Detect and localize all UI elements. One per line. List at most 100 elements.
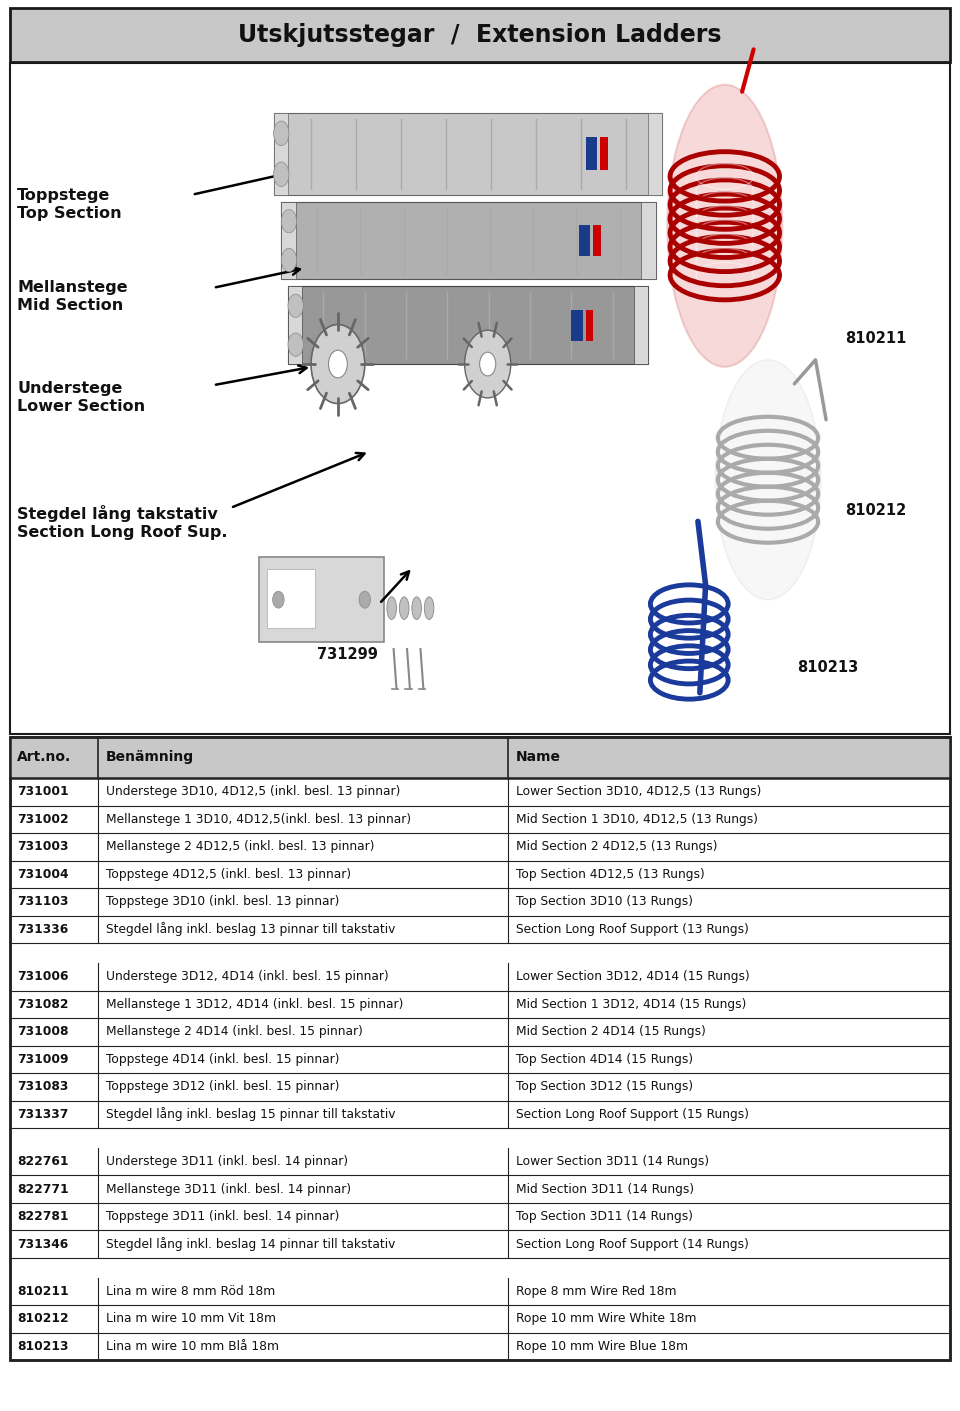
Text: 731006: 731006 [17, 971, 69, 983]
Text: 822761: 822761 [17, 1156, 69, 1168]
Text: Rope 10 mm Wire Blue 18m: Rope 10 mm Wire Blue 18m [516, 1340, 688, 1353]
Text: Lina m wire 10 mm Blå 18m: Lina m wire 10 mm Blå 18m [106, 1340, 278, 1353]
Text: Mellanstege
Mid Section: Mellanstege Mid Section [17, 279, 128, 313]
FancyBboxPatch shape [648, 113, 662, 195]
FancyBboxPatch shape [288, 286, 302, 364]
Text: Top Section 3D12 (15 Rungs): Top Section 3D12 (15 Rungs) [516, 1081, 693, 1094]
Text: 731103: 731103 [17, 896, 69, 909]
FancyBboxPatch shape [10, 737, 950, 1360]
Ellipse shape [387, 597, 396, 619]
Ellipse shape [412, 597, 421, 619]
Text: Mid Section 3D11 (14 Rungs): Mid Section 3D11 (14 Rungs) [516, 1182, 694, 1195]
Text: 731008: 731008 [17, 1026, 69, 1038]
Text: Top Section 4D12,5 (13 Rungs): Top Section 4D12,5 (13 Rungs) [516, 868, 705, 880]
FancyBboxPatch shape [281, 202, 296, 279]
FancyBboxPatch shape [586, 310, 593, 340]
FancyBboxPatch shape [641, 202, 656, 279]
Text: Section Long Roof Support (14 Rungs): Section Long Roof Support (14 Rungs) [516, 1237, 749, 1250]
Text: Lower Section 3D11 (14 Rungs): Lower Section 3D11 (14 Rungs) [516, 1156, 709, 1168]
FancyBboxPatch shape [579, 224, 590, 257]
FancyBboxPatch shape [634, 286, 648, 364]
Ellipse shape [424, 597, 434, 619]
FancyBboxPatch shape [571, 310, 583, 340]
Text: Mellanstege 2 4D12,5 (inkl. besl. 13 pinnar): Mellanstege 2 4D12,5 (inkl. besl. 13 pin… [106, 841, 374, 854]
Text: Mid Section 1 3D10, 4D12,5 (13 Rungs): Mid Section 1 3D10, 4D12,5 (13 Rungs) [516, 813, 757, 825]
Text: Lower Section 3D10, 4D12,5 (13 Rungs): Lower Section 3D10, 4D12,5 (13 Rungs) [516, 786, 761, 799]
Circle shape [273, 591, 284, 608]
Text: Mid Section 1 3D12, 4D14 (15 Rungs): Mid Section 1 3D12, 4D14 (15 Rungs) [516, 998, 746, 1010]
Text: Toppstege 4D14 (inkl. besl. 15 pinnar): Toppstege 4D14 (inkl. besl. 15 pinnar) [106, 1053, 339, 1065]
Ellipse shape [274, 121, 289, 145]
FancyBboxPatch shape [274, 113, 288, 195]
Text: Rope 10 mm Wire White 18m: Rope 10 mm Wire White 18m [516, 1312, 696, 1325]
Text: Toppstege 4D12,5 (inkl. besl. 13 pinnar): Toppstege 4D12,5 (inkl. besl. 13 pinnar) [106, 868, 350, 880]
Ellipse shape [281, 209, 297, 233]
Text: 810211: 810211 [17, 1285, 69, 1298]
Text: Stegdel lång inkl. beslag 13 pinnar till takstativ: Stegdel lång inkl. beslag 13 pinnar till… [106, 923, 396, 937]
Text: 810212: 810212 [17, 1312, 69, 1325]
Text: 731003: 731003 [17, 841, 69, 854]
FancyBboxPatch shape [586, 137, 597, 171]
Ellipse shape [288, 333, 303, 356]
Text: Mid Section 2 4D14 (15 Rungs): Mid Section 2 4D14 (15 Rungs) [516, 1026, 706, 1038]
Circle shape [311, 325, 365, 404]
Text: Understege 3D10, 4D12,5 (inkl. besl. 13 pinnar): Understege 3D10, 4D12,5 (inkl. besl. 13 … [106, 786, 400, 799]
Text: Toppstege 3D10 (inkl. besl. 13 pinnar): Toppstege 3D10 (inkl. besl. 13 pinnar) [106, 896, 339, 909]
Text: 810213: 810213 [797, 660, 858, 674]
Text: 731337: 731337 [17, 1108, 69, 1120]
Text: Lina m wire 10 mm Vit 18m: Lina m wire 10 mm Vit 18m [106, 1312, 276, 1325]
FancyBboxPatch shape [281, 202, 656, 279]
FancyBboxPatch shape [593, 224, 601, 257]
Text: Stegdel lång inkl. beslag 14 pinnar till takstativ: Stegdel lång inkl. beslag 14 pinnar till… [106, 1237, 396, 1252]
Text: Lower Section 3D12, 4D14 (15 Rungs): Lower Section 3D12, 4D14 (15 Rungs) [516, 971, 750, 983]
Ellipse shape [274, 162, 289, 186]
Text: Rope 8 mm Wire Red 18m: Rope 8 mm Wire Red 18m [516, 1285, 677, 1298]
Ellipse shape [281, 248, 297, 271]
FancyBboxPatch shape [10, 737, 950, 779]
Text: 731346: 731346 [17, 1237, 68, 1250]
Text: Mellanstege 1 3D10, 4D12,5(inkl. besl. 13 pinnar): Mellanstege 1 3D10, 4D12,5(inkl. besl. 1… [106, 813, 411, 825]
FancyBboxPatch shape [267, 569, 315, 628]
Text: Lina m wire 8 mm Röd 18m: Lina m wire 8 mm Röd 18m [106, 1285, 275, 1298]
FancyBboxPatch shape [10, 8, 950, 62]
Circle shape [328, 350, 348, 378]
FancyBboxPatch shape [10, 63, 950, 734]
Text: Art.no.: Art.no. [17, 751, 72, 765]
Text: 731002: 731002 [17, 813, 69, 825]
Text: 731336: 731336 [17, 923, 68, 935]
Text: 731009: 731009 [17, 1053, 69, 1065]
Circle shape [480, 353, 495, 375]
Text: Section Long Roof Support (15 Rungs): Section Long Roof Support (15 Rungs) [516, 1108, 749, 1120]
Text: Name: Name [516, 751, 561, 765]
Ellipse shape [399, 597, 409, 619]
Text: Mellanstege 2 4D14 (inkl. besl. 15 pinnar): Mellanstege 2 4D14 (inkl. besl. 15 pinna… [106, 1026, 363, 1038]
FancyBboxPatch shape [274, 113, 662, 195]
FancyBboxPatch shape [288, 286, 648, 364]
Ellipse shape [667, 85, 782, 367]
Text: Mellanstege 3D11 (inkl. besl. 14 pinnar): Mellanstege 3D11 (inkl. besl. 14 pinnar) [106, 1182, 350, 1195]
Text: Benämning: Benämning [106, 751, 194, 765]
Text: Understege 3D12, 4D14 (inkl. besl. 15 pinnar): Understege 3D12, 4D14 (inkl. besl. 15 pi… [106, 971, 389, 983]
Text: 731001: 731001 [17, 786, 69, 799]
Text: 810211: 810211 [845, 332, 906, 346]
Text: Toppstege 3D12 (inkl. besl. 15 pinnar): Toppstege 3D12 (inkl. besl. 15 pinnar) [106, 1081, 339, 1094]
Text: Utskjutsstegar  /  Extension Ladders: Utskjutsstegar / Extension Ladders [238, 23, 722, 48]
Text: 731004: 731004 [17, 868, 69, 880]
Ellipse shape [715, 360, 821, 600]
Text: Stegdel lång takstativ
Section Long Roof Sup.: Stegdel lång takstativ Section Long Roof… [17, 505, 228, 539]
Text: Toppstege
Top Section: Toppstege Top Section [17, 188, 122, 222]
Text: Top Section 4D14 (15 Rungs): Top Section 4D14 (15 Rungs) [516, 1053, 693, 1065]
Text: Toppstege 3D11 (inkl. besl. 14 pinnar): Toppstege 3D11 (inkl. besl. 14 pinnar) [106, 1211, 339, 1223]
Text: Top Section 3D10 (13 Rungs): Top Section 3D10 (13 Rungs) [516, 896, 693, 909]
Text: 731082: 731082 [17, 998, 69, 1010]
Ellipse shape [288, 295, 303, 317]
FancyBboxPatch shape [600, 137, 608, 171]
Text: 731083: 731083 [17, 1081, 69, 1094]
Text: Mid Section 2 4D12,5 (13 Rungs): Mid Section 2 4D12,5 (13 Rungs) [516, 841, 717, 854]
Text: Section Long Roof Support (13 Rungs): Section Long Roof Support (13 Rungs) [516, 923, 749, 935]
Text: Understege
Lower Section: Understege Lower Section [17, 381, 145, 415]
Text: Mellanstege 1 3D12, 4D14 (inkl. besl. 15 pinnar): Mellanstege 1 3D12, 4D14 (inkl. besl. 15… [106, 998, 403, 1010]
Text: 810213: 810213 [17, 1340, 69, 1353]
Circle shape [359, 591, 371, 608]
FancyBboxPatch shape [259, 557, 384, 642]
